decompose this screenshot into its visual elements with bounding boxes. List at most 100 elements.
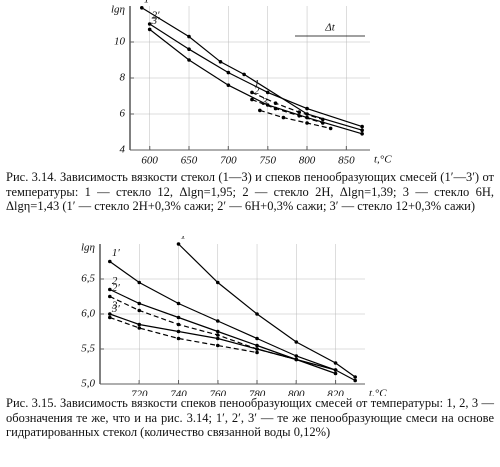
data-point — [108, 312, 112, 316]
data-point — [353, 375, 357, 379]
x-tick-label: 740 — [170, 389, 187, 396]
data-point — [176, 329, 181, 334]
series-line — [109, 261, 356, 382]
x-tick-label: 650 — [181, 155, 198, 167]
data-point — [273, 106, 278, 111]
series-line — [141, 7, 363, 131]
data-point — [215, 343, 220, 348]
x-tick-label: 850 — [338, 155, 355, 167]
data-point — [147, 27, 152, 32]
y-axis-label: lgη — [111, 4, 125, 16]
y-tick-label: 10 — [114, 36, 126, 48]
series-line — [149, 28, 363, 135]
series-label: 3′ — [151, 15, 161, 27]
series-line — [109, 316, 258, 354]
x-tick-label: 760 — [210, 389, 227, 396]
x-axis-label: t,°C — [374, 154, 392, 166]
y-tick-label: 5,5 — [81, 343, 95, 355]
data-point — [255, 336, 259, 341]
data-point — [305, 121, 309, 125]
x-tick-label: 700 — [220, 155, 237, 167]
data-point — [215, 329, 220, 334]
series-line — [149, 23, 363, 128]
data-point — [226, 83, 231, 87]
data-point — [187, 34, 191, 39]
data-point — [108, 287, 112, 292]
data-point — [281, 115, 286, 120]
data-point — [226, 70, 231, 75]
data-point — [250, 90, 254, 95]
y-axis-label: lgη — [81, 242, 95, 254]
series-label: 1′ — [144, 0, 153, 5]
data-point — [176, 242, 181, 246]
series-line — [251, 99, 323, 124]
data-point — [137, 326, 142, 330]
data-point — [176, 322, 181, 327]
data-point — [108, 315, 112, 320]
data-point — [273, 101, 278, 105]
x-tick-label: 800 — [299, 155, 316, 167]
data-point — [360, 132, 364, 136]
series-label: 2′ — [152, 10, 161, 22]
data-point — [320, 117, 325, 122]
y-tick-label: 8 — [120, 72, 126, 84]
data-point — [242, 72, 246, 77]
series-label: 1 — [181, 236, 187, 242]
data-point — [137, 308, 142, 313]
data-point — [294, 357, 299, 362]
chart: 4 6 8 10 600 650 700 750 800 850 lgη t,°C Δt 1′ 2′3′ 12… — [111, 0, 392, 167]
data-point — [137, 280, 142, 285]
data-point — [147, 22, 152, 26]
x-axis-label: t,°C — [369, 388, 387, 396]
data-point — [255, 312, 259, 316]
annotation: Δt — [324, 22, 335, 34]
data-point — [297, 114, 301, 118]
data-point — [255, 347, 259, 351]
data-point — [360, 124, 364, 129]
chart: 5,0 5,5 6,0 6,5 720 740 760 780 800 820 lgη t,°C 1 1′… — [81, 236, 387, 396]
data-point — [265, 90, 270, 95]
data-point — [255, 343, 259, 348]
y-tick-label: 6,0 — [81, 308, 95, 320]
y-tick-label: 6,5 — [81, 273, 95, 285]
data-point — [176, 315, 181, 320]
y-tick-label: 6 — [120, 108, 126, 120]
caption: Рис. 3.15. Зависимость вязкости спеков п… — [6, 396, 494, 439]
data-point — [320, 121, 325, 125]
x-tick-label: 800 — [288, 389, 305, 396]
data-point — [218, 60, 223, 64]
data-point — [328, 126, 333, 131]
data-point — [250, 97, 254, 102]
data-point — [353, 378, 357, 383]
data-point — [176, 301, 181, 306]
y-tick-label: 5,0 — [81, 378, 95, 390]
data-point — [137, 322, 142, 327]
x-tick-label: 720 — [131, 389, 148, 396]
data-point — [305, 106, 309, 111]
data-point — [176, 336, 181, 341]
data-point — [140, 6, 144, 10]
data-point — [333, 371, 338, 376]
x-tick-label: 600 — [141, 155, 158, 167]
caption: Рис. 3.14. Зависимость вязкости стекол (… — [6, 170, 494, 213]
data-point — [215, 319, 220, 323]
series-label: 3′ — [111, 303, 121, 315]
data-point — [333, 361, 338, 365]
data-point — [187, 47, 191, 51]
series-label: 2 — [112, 275, 118, 287]
series-line — [251, 91, 323, 120]
data-point — [294, 354, 299, 358]
data-point — [215, 280, 220, 285]
data-point — [215, 336, 220, 341]
x-tick-label: 820 — [327, 389, 344, 396]
x-tick-label: 780 — [249, 389, 266, 396]
data-point — [360, 128, 364, 132]
x-tick-label: 750 — [259, 155, 276, 167]
data-point — [187, 58, 191, 62]
y-tick-label: 4 — [120, 144, 126, 156]
data-point — [137, 301, 142, 306]
series-label: 1 — [254, 78, 260, 90]
data-point — [215, 333, 220, 337]
data-point — [108, 259, 112, 264]
